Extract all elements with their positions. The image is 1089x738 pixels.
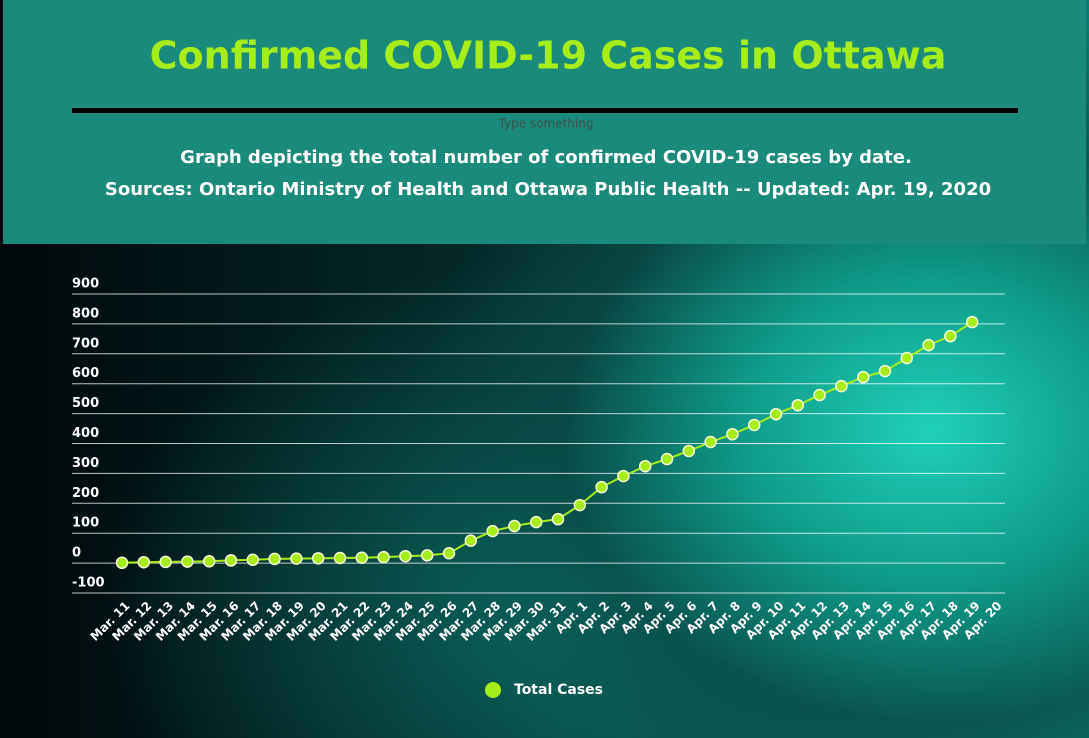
placeholder: Type something (498, 117, 594, 131)
data-point (660, 452, 674, 466)
data-point (878, 364, 892, 378)
data-point (922, 338, 935, 352)
data-point (202, 555, 216, 568)
y-tick-label: 600 (72, 366, 99, 381)
data-point (181, 555, 194, 568)
subtitle: Graph depicting the total number of conf… (180, 147, 912, 168)
data-point (573, 498, 587, 512)
data-point (159, 555, 172, 569)
y-tick-label: 900 (72, 277, 99, 292)
y-tick-label: 800 (72, 306, 99, 321)
data-point (965, 315, 979, 329)
data-point (944, 329, 957, 343)
data-point (856, 370, 870, 384)
header-panel (3, 0, 1086, 244)
y-tick-label: 100 (72, 516, 99, 531)
y-tick-label: 500 (72, 396, 99, 411)
data-point (900, 351, 914, 365)
chart-title: Confirmed COVID-19 Cases in Ottawa (150, 34, 947, 78)
data-point (726, 427, 739, 441)
data-point (333, 551, 347, 565)
data-point (486, 524, 499, 538)
y-tick-label: 300 (72, 456, 99, 471)
y-tick-label: 200 (72, 486, 99, 501)
legend-label: Total Cases (514, 682, 603, 698)
data-point (508, 519, 521, 533)
y-tick-label: 700 (72, 336, 99, 351)
data-point (224, 554, 238, 567)
y-tick-label: -100 (72, 576, 105, 591)
data-point (268, 552, 281, 566)
source: Sources: Ontario Ministry of Health and … (105, 179, 991, 200)
data-point (420, 549, 434, 562)
data-point (115, 556, 129, 570)
data-point (529, 515, 543, 529)
data-point (311, 552, 325, 565)
data-point (682, 444, 696, 458)
data-point (595, 480, 608, 494)
data-point (638, 459, 652, 473)
data-point (551, 512, 565, 526)
data-point (399, 549, 412, 563)
data-point (791, 398, 805, 412)
data-point (769, 407, 783, 421)
data-point (137, 555, 151, 569)
divider (72, 108, 1018, 113)
legend-marker (485, 682, 501, 698)
data-point (246, 553, 260, 567)
data-point (617, 469, 630, 483)
data-point (442, 546, 456, 560)
data-point (464, 534, 478, 547)
data-point (704, 435, 717, 449)
y-tick-label: 0 (72, 546, 81, 561)
series-line (121, 321, 973, 564)
data-point (813, 388, 826, 402)
data-point (835, 379, 848, 393)
data-point (355, 551, 369, 564)
data-point (377, 550, 390, 564)
data-point (747, 418, 761, 432)
y-tick-label: 400 (72, 426, 99, 441)
data-point (290, 552, 303, 565)
